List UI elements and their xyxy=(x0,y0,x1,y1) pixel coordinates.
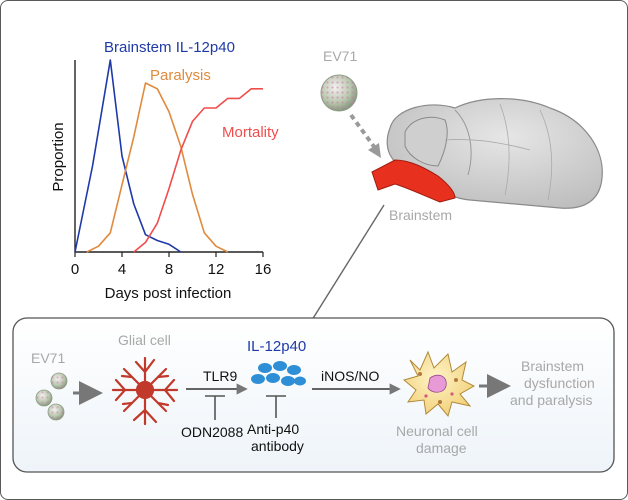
ev71-virus-cluster-icon xyxy=(35,372,68,421)
anti-p40-inhibition xyxy=(266,395,286,418)
series-line-brainstem-il-12p40 xyxy=(74,59,182,253)
x-tick-label: 4 xyxy=(118,261,126,278)
x-tick-group: 0 4 8 12 16 xyxy=(71,252,272,278)
outcome-label-line2: dysfunction xyxy=(524,375,595,391)
pathway-panel xyxy=(12,317,615,473)
series-line-paralysis xyxy=(86,82,229,253)
series-line-mortality xyxy=(133,88,263,253)
neuronal-damage-label-line2: damage xyxy=(416,440,467,456)
brainstem-label: Brainstem xyxy=(389,207,452,223)
x-tick-label: 8 xyxy=(165,261,173,278)
brainstem-highlight xyxy=(371,159,456,203)
infection-route-arrow xyxy=(349,113,377,150)
tlr9-label: TLR9 xyxy=(203,368,237,384)
il12p40-label: IL-12p40 xyxy=(247,338,306,355)
neuronal-damage-label-line1: Neuronal cell xyxy=(396,423,478,439)
inos-no-label: iNOS/NO xyxy=(321,368,379,384)
x-axis-label: Days post infection xyxy=(105,285,232,302)
series-group xyxy=(74,59,263,253)
legend-label-il12p40: Brainstem IL-12p40 xyxy=(104,39,235,56)
legend-label-mortality: Mortality xyxy=(222,124,279,141)
x-tick-label: 16 xyxy=(255,261,272,278)
connector-line xyxy=(311,204,385,321)
ev71-pathway-label: EV71 xyxy=(31,350,65,366)
glial-cell-label: Glial cell xyxy=(118,332,171,348)
x-tick-label: 0 xyxy=(71,261,79,278)
odn2088-inhibition xyxy=(205,395,225,420)
ev71-top-label: EV71 xyxy=(323,48,357,64)
y-axis-label: Proportion xyxy=(50,122,67,191)
x-tick-label: 12 xyxy=(208,261,225,278)
anti-p40-label-line2: antibody xyxy=(251,438,304,454)
odn2088-label: ODN2088 xyxy=(181,424,243,440)
outcome-label-line1: Brainstem xyxy=(521,358,584,374)
ev71-virus-top-icon xyxy=(320,74,358,112)
il12p40-cytokine-icon xyxy=(251,361,306,386)
line-chart: 0 4 8 12 16 Proportion Days post infection B… xyxy=(50,39,279,302)
glial-cell-icon xyxy=(111,356,179,426)
damaged-neuron-icon xyxy=(402,350,476,418)
anti-p40-label-line1: Anti-p40 xyxy=(247,421,299,437)
legend-label-paralysis: Paralysis xyxy=(150,67,211,84)
infection-route-arrowhead xyxy=(368,143,381,158)
outcome-label-line3: and paralysis xyxy=(510,392,593,408)
